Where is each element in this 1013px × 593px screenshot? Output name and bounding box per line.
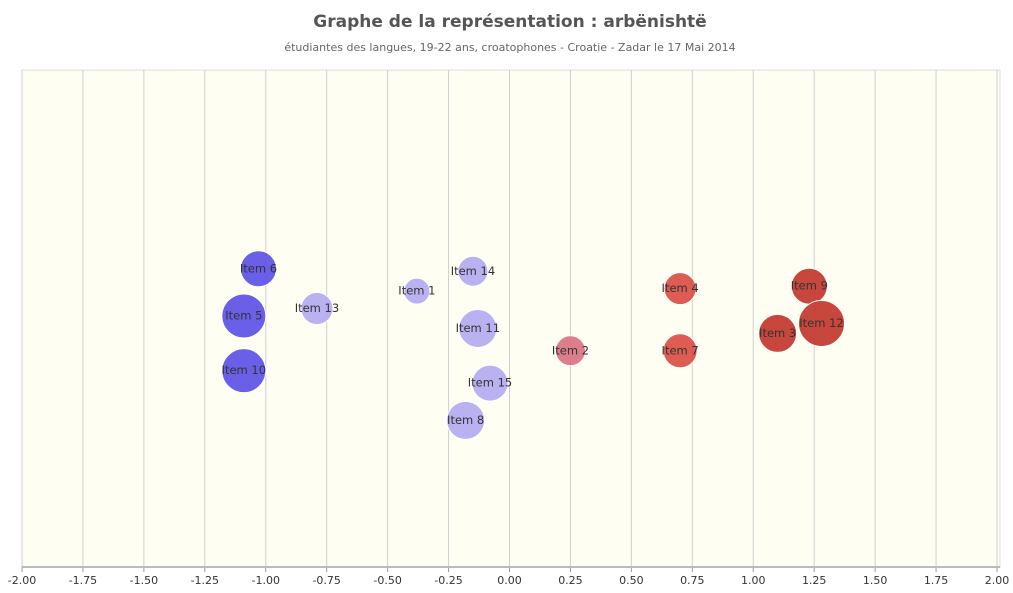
x-tick-label: -2.00	[8, 574, 36, 587]
plot-area	[21, 69, 1001, 568]
bubble-label: Item 13	[295, 301, 339, 315]
bubble	[403, 277, 431, 305]
bubble	[239, 250, 277, 288]
x-tick-label: 0.75	[680, 574, 705, 587]
bubble	[471, 364, 509, 402]
bubble-label: Item 9	[791, 279, 828, 293]
x-tick-label: -0.75	[312, 574, 340, 587]
bubble-label: Item 7	[662, 343, 699, 357]
bubble-label: Item 15	[468, 376, 512, 390]
x-tick-label: 0.50	[619, 574, 644, 587]
x-tick-label: 1.00	[741, 574, 766, 587]
chart-subtitle: étudiantes des langues, 19-22 ans, croat…	[284, 41, 735, 54]
x-tick-label: -1.25	[191, 574, 219, 587]
bubble-label: Item 12	[799, 316, 843, 330]
x-tick-label: 0.00	[497, 574, 522, 587]
chart-title: Graphe de la représentation : arbënishtë	[313, 12, 706, 32]
x-tick-label: -1.50	[130, 574, 158, 587]
bubble	[758, 313, 798, 353]
x-tick-label: 1.50	[863, 574, 888, 587]
x-tick-label: 1.25	[802, 574, 827, 587]
x-tick-label: -1.75	[69, 574, 97, 587]
bubble-label: Item 1	[398, 284, 435, 298]
bubble	[457, 255, 489, 287]
bubble	[554, 335, 586, 367]
bubble-label: Item 2	[552, 343, 589, 357]
bubble-label: Item 4	[662, 281, 699, 295]
bubble-label: Item 8	[447, 413, 484, 427]
x-tick-label: -0.50	[373, 574, 401, 587]
x-tick-label: 1.75	[924, 574, 949, 587]
bubble	[662, 333, 698, 369]
bubble-label: Item 5	[225, 309, 262, 323]
x-tick-label: -1.00	[252, 574, 280, 587]
bubble	[458, 308, 498, 348]
bubble	[221, 293, 267, 339]
bubble	[798, 299, 845, 347]
bubble-label: Item 14	[451, 264, 495, 278]
bubble	[663, 272, 697, 306]
bubble	[221, 348, 267, 394]
bubble-label: Item 10	[222, 363, 266, 377]
bubble	[300, 292, 334, 326]
x-tick-label: 2.00	[985, 574, 1010, 587]
bubble-label: Item 3	[759, 326, 796, 340]
x-tick-label: -0.25	[434, 574, 462, 587]
bubble-label: Item 11	[456, 321, 500, 335]
bubble	[446, 400, 486, 440]
x-tick-label: 0.25	[558, 574, 583, 587]
bubble-label: Item 6	[240, 261, 277, 275]
